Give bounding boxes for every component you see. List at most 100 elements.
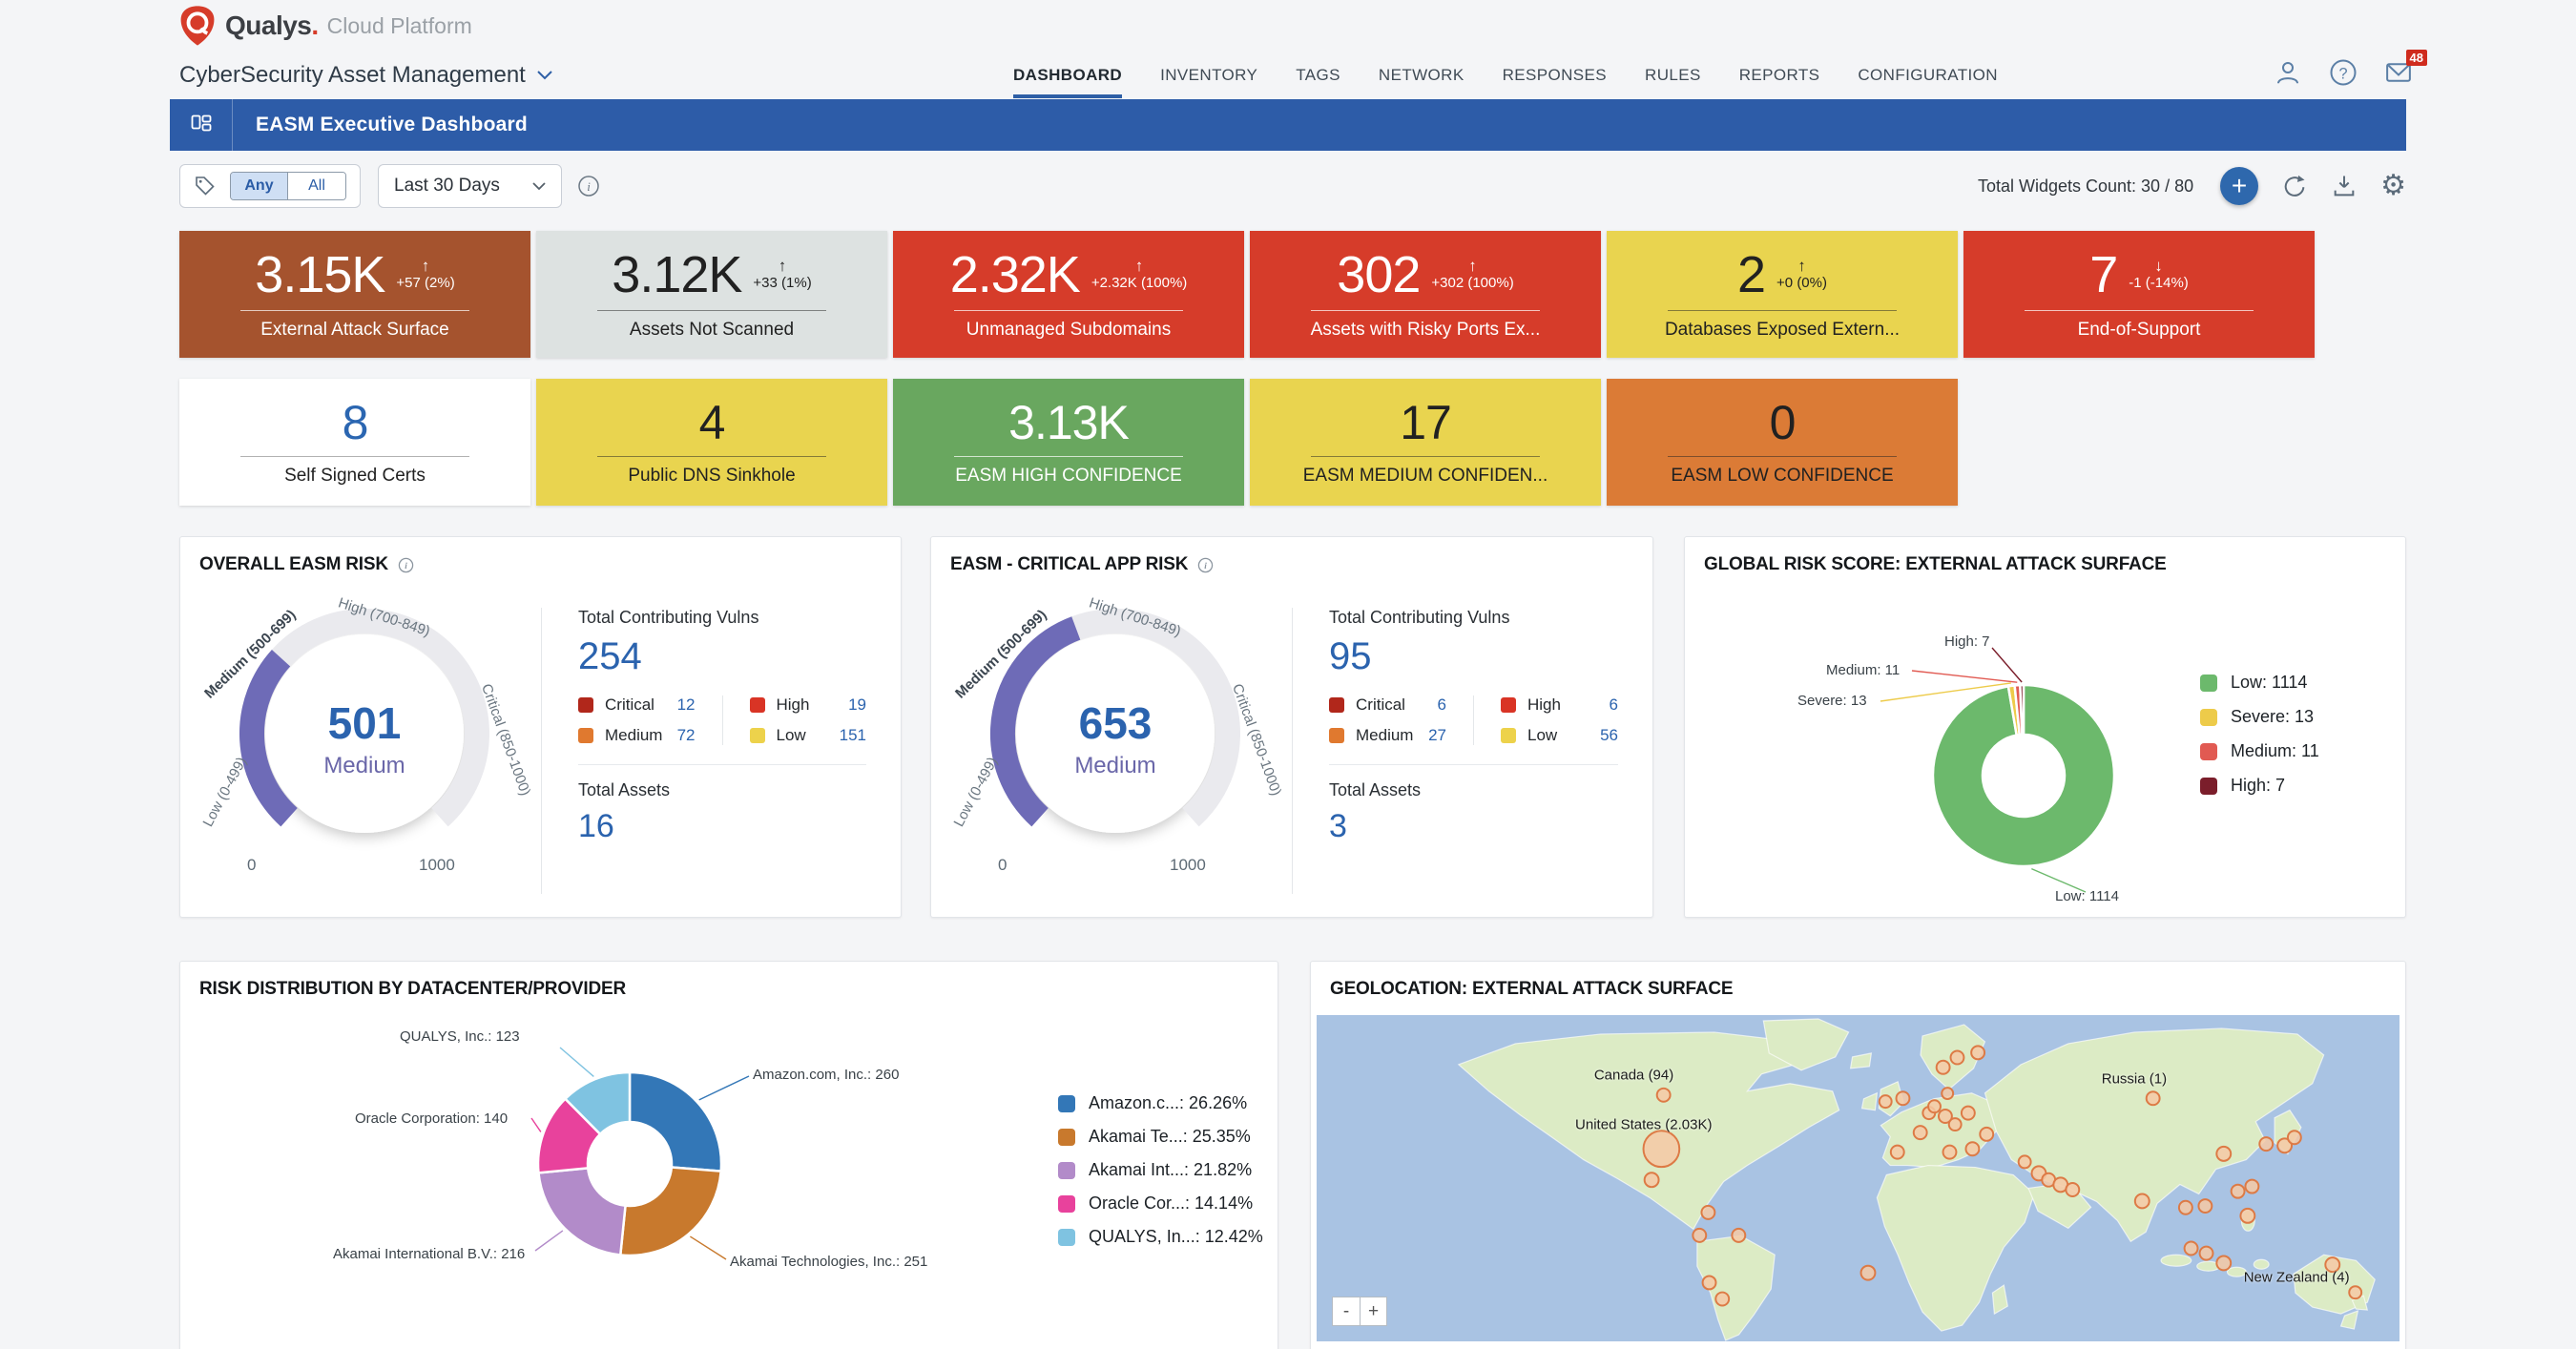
kpi-public-dns-sinkhole[interactable]: 4 Public DNS Sinkhole [536, 379, 887, 506]
widget-title: GLOBAL RISK SCORE: EXTERNAL ATTACK SURFA… [1704, 554, 2167, 574]
kpi-row-2: 8 Self Signed Certs 4 Public DNS Sinkhol… [179, 379, 2576, 506]
zoom-in-button[interactable]: + [1360, 1297, 1387, 1326]
widgets-count: Total Widgets Count: 30 / 80 [1977, 176, 2194, 196]
kpi-end-of-support[interactable]: 7 ↓ -1 (-14%) End-of-Support [1963, 231, 2315, 358]
notifications-icon[interactable]: 48 [2383, 50, 2427, 88]
vulns-total: 254 [578, 635, 642, 677]
breakdown-critical: Critical 12 [578, 695, 696, 715]
dashboard-layout-icon[interactable] [170, 99, 233, 151]
map-country-label: Russia (1) [2101, 1070, 2168, 1088]
kpi-easm-low-confidence[interactable]: 0 EASM LOW CONFIDENCE [1607, 379, 1958, 506]
vulns-label: Total Contributing Vulns [1329, 608, 1510, 627]
divider [1311, 455, 1540, 457]
widget-easm-critical-app-risk: EASM - CRITICAL APP RISK i Low (0-499) M… [930, 536, 1653, 918]
low-swatch [749, 728, 765, 743]
widget-title: GEOLOCATION: EXTERNAL ATTACK SURFACE [1330, 979, 1734, 999]
tab-network[interactable]: NETWORK [1378, 66, 1465, 84]
kpi-unmanaged-subdomains[interactable]: 2.32K ↑ +2.32K (100%) Unmanaged Subdomain… [893, 231, 1244, 358]
kpi-label: Assets Not Scanned [629, 319, 795, 340]
kpi-value: 2 [1737, 245, 1766, 303]
trend-up-icon: ↑ [1134, 256, 1144, 275]
refresh-icon[interactable] [2281, 173, 2308, 199]
legend-amazon: Amazon.c... : 26.26% [1058, 1093, 1263, 1113]
critical-swatch [1329, 697, 1344, 713]
gauge-center: 501 Medium [269, 697, 460, 779]
dashboard-title: EASM Executive Dashboard [256, 114, 528, 135]
kpi-easm-high-confidence[interactable]: 3.13K EASM HIGH CONFIDENCE [893, 379, 1244, 506]
risk-score: 653 [1078, 698, 1153, 748]
date-range-select[interactable]: Last 30 Days [378, 164, 562, 208]
akamai-intl-swatch [1058, 1161, 1075, 1179]
gear-icon[interactable]: ⚙ [2380, 170, 2406, 201]
callout-oracle: Oracle Corporation: 140 [355, 1110, 509, 1127]
chevron-down-icon [532, 181, 546, 190]
trend-up-icon: ↑ [778, 256, 787, 275]
kpi-label: Databases Exposed Extern... [1664, 319, 1901, 340]
kpi-label: Public DNS Sinkhole [628, 465, 796, 486]
tab-dashboard[interactable]: DASHBOARD [1013, 52, 1123, 98]
callout-akamai-tech: Akamai Technologies, Inc.: 251 [730, 1254, 928, 1270]
divider [240, 455, 469, 457]
trend-up-icon: ↑ [421, 256, 430, 275]
kpi-row-1: 3.15K ↑ +57 (2%) External Attack Surface … [179, 231, 2576, 358]
any-all-toggle: Any All [230, 172, 346, 200]
gauge-max: 1000 [1170, 856, 1206, 874]
kpi-easm-medium-confidence[interactable]: 17 EASM MEDIUM CONFIDEN... [1250, 379, 1601, 506]
high-swatch [1501, 697, 1516, 713]
toolbar-right: Total Widgets Count: 30 / 80 + ⚙ [1978, 167, 2406, 205]
info-icon[interactable]: i [398, 557, 414, 573]
map-zoom-controls: - + [1332, 1297, 1387, 1326]
low-swatch [2200, 674, 2217, 692]
kpi-value: 2.32K [949, 245, 1081, 303]
breakdown-high: High 6 [1501, 695, 1618, 715]
kpi-value: 302 [1337, 245, 1421, 303]
medium-swatch [1329, 728, 1344, 743]
info-icon[interactable]: i [577, 175, 600, 197]
kpi-self-signed-certs[interactable]: 8 Self Signed Certs [179, 379, 530, 506]
module-selector[interactable]: CyberSecurity Asset Management [179, 62, 552, 89]
legend-akamai-tech: Akamai Te... : 25.35% [1058, 1127, 1263, 1147]
high-swatch [749, 697, 765, 713]
trend-up-icon: ↑ [1797, 256, 1806, 275]
tab-rules[interactable]: RULES [1645, 66, 1701, 84]
legend-low: Low: 1114 [2200, 673, 2319, 693]
kpi-label: EASM LOW CONFIDENCE [1671, 465, 1894, 486]
kpi-label: EASM MEDIUM CONFIDEN... [1302, 465, 1548, 486]
download-icon[interactable] [2331, 173, 2358, 199]
tab-inventory[interactable]: INVENTORY [1160, 66, 1258, 84]
kpi-assets-risky-ports[interactable]: 302 ↑ +302 (100%) Assets with Risky Ports… [1250, 231, 1601, 358]
callout-medium: Medium: 11 [1826, 662, 1901, 678]
help-icon[interactable]: ? [2328, 57, 2358, 88]
tab-responses[interactable]: RESPONSES [1502, 66, 1608, 84]
kpi-label: External Attack Surface [260, 319, 449, 340]
kpi-databases-exposed[interactable]: 2 ↑ +0 (0%) Databases Exposed Extern... [1607, 231, 1958, 358]
tab-tags[interactable]: TAGS [1296, 66, 1340, 84]
module-label: CyberSecurity Asset Management [179, 62, 526, 88]
assets-label: Total Assets [578, 780, 671, 799]
toggle-any[interactable]: Any [231, 173, 288, 199]
kpi-value: 17 [1400, 395, 1452, 449]
svg-text:?: ? [2338, 65, 2347, 82]
tag-icon[interactable] [194, 175, 217, 197]
kpi-delta: ↑ +0 (0%) [1776, 256, 1827, 291]
gauge-min: 0 [998, 856, 1008, 874]
kpi-assets-not-scanned[interactable]: 3.12K ↑ +33 (1%) Assets Not Scanned [536, 231, 887, 358]
kpi-external-attack-surface[interactable]: 3.15K ↑ +57 (2%) External Attack Surface [179, 231, 530, 358]
svg-text:i: i [405, 561, 407, 571]
header: Qualys. Cloud Platform [0, 0, 2576, 52]
kpi-delta: ↑ +33 (1%) [753, 256, 812, 291]
info-icon[interactable]: i [1197, 557, 1214, 573]
world-map[interactable]: Canada (94) United States (2.03K) Russia (… [1317, 1015, 2399, 1341]
zoom-out-button[interactable]: - [1332, 1297, 1360, 1326]
divider [954, 309, 1183, 311]
gauge-min: 0 [247, 856, 257, 874]
add-widget-button[interactable]: + [2220, 167, 2259, 205]
breakdown-medium: Medium 27 [1329, 726, 1446, 745]
assets-total: 16 [578, 808, 614, 844]
tab-configuration[interactable]: CONFIGURATION [1858, 66, 1998, 84]
user-icon[interactable] [2273, 57, 2303, 88]
tab-reports[interactable]: REPORTS [1738, 66, 1820, 84]
notification-badge: 48 [2405, 50, 2427, 66]
widget-title: EASM - CRITICAL APP RISK i [931, 537, 1652, 575]
toggle-all[interactable]: All [288, 173, 345, 199]
